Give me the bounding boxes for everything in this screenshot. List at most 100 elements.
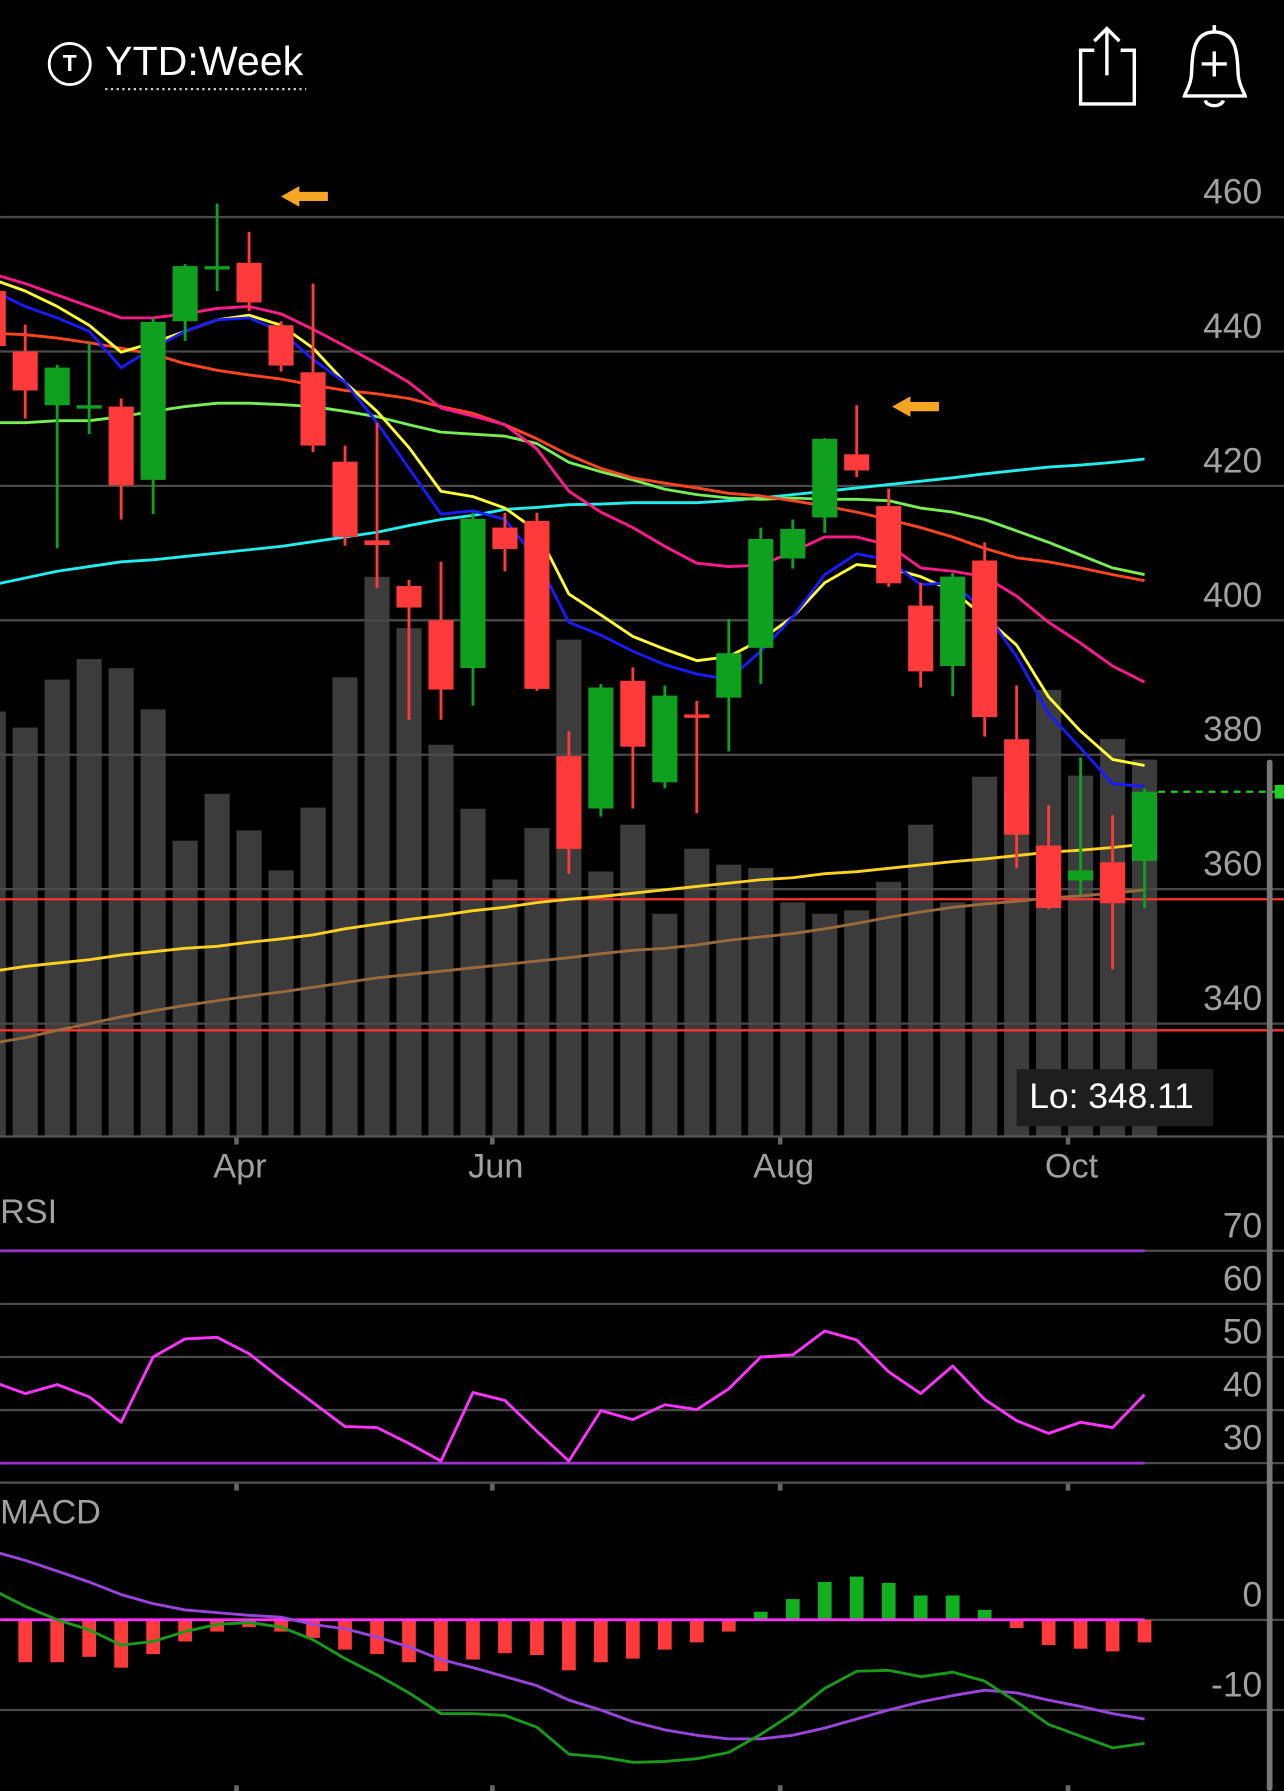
ticker-icon[interactable]: [47, 41, 92, 86]
volume-bar: [76, 659, 102, 1137]
candle-body: [332, 461, 358, 537]
macd-histogram-bar: [1073, 1619, 1088, 1649]
candle-body: [588, 687, 614, 809]
volume-bar: [172, 840, 198, 1137]
y-tick-label: 460: [1203, 172, 1262, 212]
y-tick-label: 70: [1223, 1205, 1262, 1245]
candle-body: [204, 266, 230, 270]
candle-body: [684, 714, 710, 718]
candle-body: [972, 560, 998, 718]
alert-button[interactable]: [1182, 25, 1248, 108]
y-tick-label: 50: [1223, 1311, 1262, 1351]
candle-body: [652, 695, 678, 783]
macd-line: [0, 1591, 1145, 1764]
macd-histogram-bar: [785, 1599, 800, 1620]
bell-plus: [1201, 25, 1227, 108]
volume-bar: [12, 727, 38, 1137]
moving-average: [0, 888, 1145, 1044]
annotation-arrow: [281, 186, 328, 207]
volume-bar: [300, 807, 326, 1137]
macd-histogram-bar: [18, 1619, 33, 1663]
share-arrow: [1093, 26, 1121, 76]
share-button[interactable]: [1078, 26, 1137, 106]
volume-bar: [428, 744, 454, 1137]
volume-bar: [652, 913, 678, 1137]
macd-line: [0, 1551, 1145, 1741]
moving-average: [0, 332, 1145, 583]
volume-bar: [140, 709, 166, 1137]
candle-body: [76, 405, 102, 409]
macd-histogram-bar: [434, 1619, 448, 1672]
candle-body: [1036, 845, 1062, 908]
volume-bar: [0, 711, 6, 1137]
y-tick-label: -10: [1211, 1665, 1262, 1705]
candle-body: [556, 756, 582, 849]
macd-histogram-bar: [530, 1619, 544, 1656]
candle-body: [1100, 862, 1126, 904]
macd-histogram-bar: [50, 1619, 65, 1663]
candle-body: [620, 680, 646, 747]
candle-body: [460, 518, 486, 669]
volume-bar: [908, 824, 934, 1137]
volume-bar: [780, 902, 806, 1137]
macd-histogram-bar: [594, 1619, 608, 1663]
macd-histogram-bar: [657, 1619, 672, 1650]
candle-body: [0, 290, 6, 347]
x-tick-label: Apr: [213, 1148, 266, 1186]
share-box: [1078, 48, 1137, 106]
volume-bar: [108, 668, 134, 1137]
moving-average: [0, 457, 1145, 585]
candle-body: [1068, 870, 1094, 881]
macd-histogram-bar: [1041, 1619, 1056, 1646]
macd-histogram-bar: [498, 1619, 512, 1654]
moving-average: [0, 401, 1145, 577]
macd-histogram-bar: [626, 1619, 640, 1659]
macd-histogram-bar: [689, 1619, 704, 1643]
macd-histogram-bar: [82, 1619, 97, 1657]
x-tick-label: Aug: [753, 1148, 814, 1186]
candle-body: [300, 372, 326, 446]
panel-label: RSI: [0, 1193, 57, 1231]
candle-body: [748, 538, 774, 648]
macd-histogram-bar: [1009, 1619, 1024, 1628]
candle-body: [172, 266, 198, 322]
volume-bar: [44, 679, 70, 1137]
candle-body: [268, 325, 294, 366]
macd-histogram-bar: [913, 1595, 928, 1620]
candle-body: [844, 454, 870, 471]
candle-body: [140, 321, 166, 480]
volume-bar: [1036, 689, 1062, 1137]
macd-histogram-bar: [562, 1619, 576, 1671]
y-tick-label: 440: [1203, 306, 1262, 346]
macd-histogram-bar: [977, 1609, 992, 1620]
volume-bar: [716, 864, 742, 1137]
y-tick-label: 60: [1223, 1258, 1262, 1298]
volume-bar: [332, 677, 358, 1137]
scrollbar[interactable]: [1266, 759, 1273, 1791]
annotation-arrow: [892, 396, 939, 417]
candle-body: [108, 406, 134, 486]
y-tick-label: 360: [1203, 844, 1262, 884]
volume-bar: [236, 830, 262, 1137]
volume-bar: [876, 881, 902, 1137]
range-selector[interactable]: YTD:Week: [105, 38, 303, 84]
x-tick-label: Oct: [1045, 1148, 1099, 1186]
candle-body: [44, 367, 70, 406]
ticker-icon-letter: T: [63, 50, 77, 76]
volume-bar: [812, 913, 838, 1137]
macd-histogram-bar: [753, 1611, 768, 1620]
volume-bar: [204, 793, 230, 1137]
macd-histogram-bar: [146, 1619, 160, 1655]
macd-histogram-bar: [849, 1576, 864, 1620]
candle-body: [780, 528, 806, 559]
candle-body: [812, 438, 838, 518]
volume-bar: [620, 824, 646, 1137]
y-tick-label: 400: [1203, 575, 1262, 615]
candle-body: [492, 527, 518, 550]
candle-body: [524, 520, 550, 689]
volume-bar: [524, 828, 550, 1137]
